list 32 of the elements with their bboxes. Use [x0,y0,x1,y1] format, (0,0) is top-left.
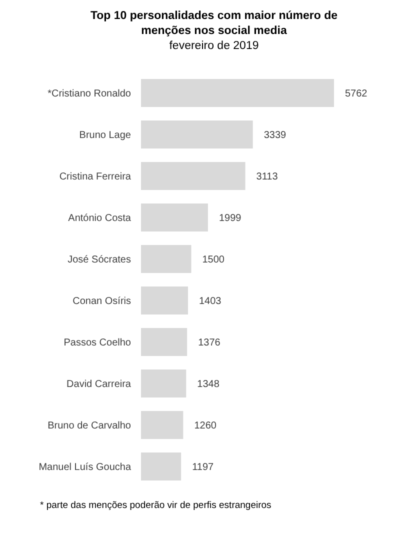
bar [141,286,188,314]
bar [141,120,253,148]
bar [141,162,246,190]
y-tick-label: Bruno de Carvalho [48,420,132,432]
y-tick-label: *Cristiano Ronaldo [48,88,132,100]
bar [141,370,186,398]
data-label: 1260 [194,420,217,432]
data-label: 1348 [197,379,220,390]
y-tick-label: António Costa [68,212,132,224]
bar [141,411,184,439]
data-label: 5762 [345,88,368,100]
data-label: 1376 [198,338,221,349]
y-tick-label: José Sócrates [68,254,131,266]
y-tick-label: Cristina Ferreira [59,171,132,182]
data-label: 1403 [198,296,222,308]
y-tick-label: Manuel Luís Goucha [38,462,132,473]
bar [141,204,208,232]
bar [141,452,182,480]
chart-subtitle: fevereiro de 2019 [168,39,260,54]
y-tick-label: Passos Coelho [64,337,132,348]
bar [141,245,192,273]
y-tick-label: Conan Osíris [72,296,131,307]
y-tick-label: Bruno Lage [79,130,132,141]
data-label: 3339 [264,130,287,142]
data-label: 1197 [192,462,214,474]
data-label: 1500 [202,254,225,266]
bar [141,328,188,356]
y-tick-label: David Carreira [66,378,132,390]
data-label: 1999 [218,213,242,224]
data-label: 3113 [256,172,278,183]
text: * parte das menções poderão vir de perfis estrangeiros [40,499,272,512]
bar [141,79,334,107]
